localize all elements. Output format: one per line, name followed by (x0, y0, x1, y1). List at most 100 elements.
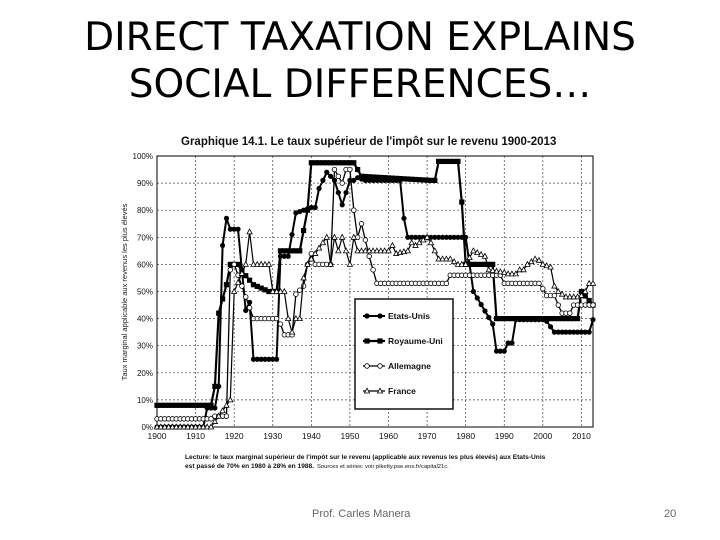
series-marker (470, 247, 477, 254)
series-marker (257, 260, 265, 267)
slide-title: DIRECT TAXATION EXPLAINS SOCIAL DIFFEREN… (0, 14, 720, 108)
series-marker (243, 294, 249, 300)
series-marker (212, 405, 218, 411)
series-marker (254, 260, 261, 267)
series-marker (570, 293, 577, 300)
series-marker (339, 180, 345, 186)
series-marker (497, 268, 504, 275)
series-marker (304, 260, 311, 267)
series-marker (277, 321, 284, 327)
series-marker (354, 247, 361, 254)
series-marker (234, 278, 242, 285)
series-marker (385, 247, 392, 254)
y-tick-label: 30% (137, 342, 153, 351)
series-marker (176, 423, 184, 430)
series-marker (230, 287, 238, 294)
series-marker (246, 228, 253, 235)
series-marker (501, 348, 507, 354)
series-marker (153, 423, 161, 430)
series-marker (504, 270, 512, 277)
series-marker (443, 280, 450, 287)
series-marker (293, 291, 299, 297)
series-marker (431, 247, 439, 254)
series-marker (157, 423, 165, 430)
series-marker (365, 247, 373, 254)
series-marker (316, 185, 322, 192)
series-3 (153, 228, 597, 430)
series-marker (482, 308, 488, 314)
y-tick-label: 90% (137, 179, 153, 188)
series-marker (335, 173, 342, 180)
series-marker (196, 423, 203, 430)
x-tick-label: 1930 (263, 431, 282, 441)
series-marker (212, 383, 218, 389)
series-marker (474, 295, 480, 301)
series-marker (582, 287, 589, 294)
caption-line-2-text: est passé de 70% en 1980 à 28% en 1988. (185, 463, 314, 470)
series-line (157, 160, 594, 407)
series-marker (562, 293, 570, 300)
series-marker (219, 242, 226, 249)
series-marker (180, 423, 188, 430)
series-marker (351, 207, 357, 213)
series-marker (543, 262, 550, 269)
page-number: 20 (664, 508, 677, 520)
series-marker (238, 269, 246, 276)
x-tick-label: 1990 (495, 431, 514, 441)
series-marker (297, 248, 303, 254)
series-marker (508, 270, 516, 277)
series-marker (250, 260, 257, 267)
x-tick-label: 1900 (148, 431, 167, 441)
series-marker (531, 255, 539, 262)
series-marker (312, 204, 318, 211)
slide-title-line-2: SOCIAL DIFFERENCES… (128, 62, 592, 107)
series-marker (369, 247, 377, 254)
series-marker (243, 307, 249, 314)
chart-title: Graphique 14.1. Le taux supérieur de l'i… (181, 136, 556, 148)
legend-entry: Allemagne (363, 361, 431, 371)
series-marker (327, 260, 334, 267)
series-marker (358, 247, 365, 254)
series-marker (351, 160, 357, 166)
series-marker (427, 239, 435, 246)
series-marker (362, 247, 369, 254)
series-marker (342, 247, 350, 254)
footer-author: Prof. Carles Manera (312, 508, 411, 520)
series-marker (540, 286, 546, 292)
series-marker (435, 255, 442, 262)
series-marker (477, 250, 485, 257)
series-marker (547, 263, 554, 270)
series-marker (355, 166, 361, 173)
y-tick-label: 0% (141, 423, 153, 432)
series-marker (161, 423, 168, 430)
series-marker (223, 215, 230, 221)
y-tick-label: 80% (137, 206, 153, 215)
series-marker (320, 177, 326, 183)
series-marker (516, 266, 523, 273)
series-marker (269, 287, 277, 294)
y-tick-label: 60% (137, 260, 153, 269)
series-marker (289, 231, 295, 238)
legend-label: Allemagne (388, 361, 431, 371)
series-marker (443, 255, 450, 262)
series-marker (311, 249, 319, 256)
series-marker (219, 407, 226, 414)
series-marker (551, 292, 558, 299)
tax-rate-chart: Graphique 14.1. Le taux supérieur de l'i… (115, 128, 605, 478)
series-marker (273, 315, 280, 322)
series-marker (296, 314, 304, 322)
series-marker (490, 321, 496, 327)
series-marker (459, 199, 465, 205)
series-marker (169, 423, 176, 430)
series-marker (473, 249, 481, 256)
x-tick-label: 1940 (302, 431, 321, 441)
y-tick-label: 20% (137, 369, 153, 378)
caption-sources: Sources et séries: voir piketty.pse.ens.… (317, 464, 449, 470)
series-marker (377, 247, 385, 254)
series-marker (208, 416, 214, 422)
series-marker (586, 329, 592, 335)
series-marker (261, 260, 269, 267)
legend-label: Royaume-Uni (388, 336, 443, 346)
series-marker (381, 247, 388, 254)
series-marker (589, 279, 597, 286)
